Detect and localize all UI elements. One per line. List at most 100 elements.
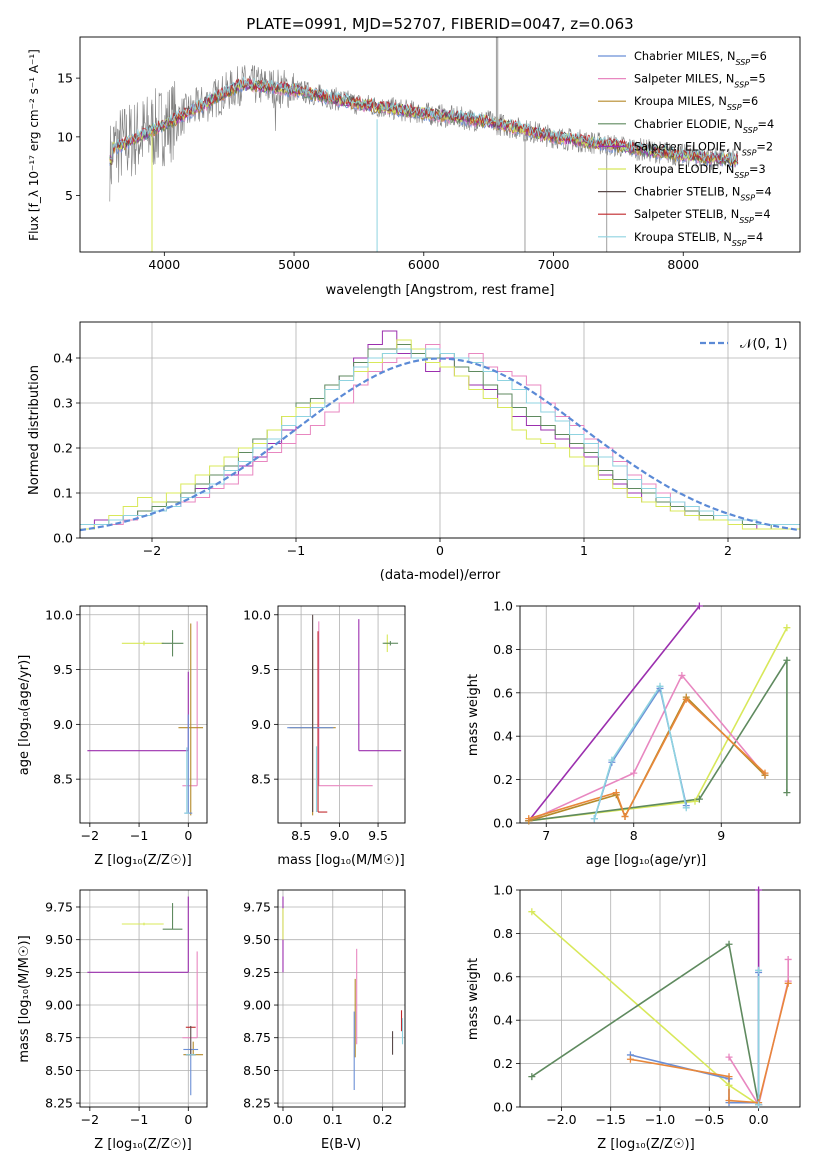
weight-line-0 [528,606,701,822]
weight-vs-age-axes: 7 8 9 0.0 0.2 0.4 0.6 0.8 1.0 [493,599,801,843]
residuals-panel: (data-model)/error Normed distribution −… [27,321,801,583]
legend-label: Salpeter MILES, NSSP=5 [634,73,766,90]
plot-area [287,614,402,816]
weight-line-4 [630,972,760,1104]
legend-value: =4 [755,186,772,199]
y-tick-label: 9.50 [45,932,73,947]
weight-marker-5 [725,1073,733,1081]
legend-label: Salpeter STELIB, NSSP=4 [634,208,771,225]
y-tick-label: 8.25 [45,1096,73,1111]
legend-value: =5 [749,73,766,86]
y-tick-label: 0.4 [493,1013,513,1028]
weight-marker-2 [755,886,763,894]
weight-line-4 [528,695,766,822]
age-vs-Z-xlabel: Z [log₁₀(Z/Z☉)] [94,853,191,868]
legend-subscript: SSP [727,103,742,112]
y-tick-label: 8.5 [53,772,73,787]
y-tick-label: 8.5 [251,772,271,787]
axes-frame [79,889,208,1108]
y-tick-label: 9.00 [243,998,271,1013]
weight-vs-Z-axes: −2.0 −1.5 −1.0 −0.5 0.0 0.0 0.2 0.4 0.6 0.8 1.0 [493,883,801,1127]
age-vs-Z-panel: Z [log₁₀(Z/Z☉)] age [log₁₀(age/yr)] −2 −1… [17,605,208,868]
x-tick-label: −1 [287,543,305,558]
spectrum-panel: PLATE=0991, MJD=52707, FIBERID=0047, z=0… [27,15,801,298]
weight-marker-5 [626,1055,634,1063]
grid [278,890,405,1107]
x-tick-label: 0.0 [273,1112,293,1127]
age-vs-mass-xlabel: mass [log₁₀(M/M☉)] [277,853,404,868]
axes-frame [79,605,208,824]
x-tick-label: 4000 [148,257,180,272]
legend-subscript: SSP [735,58,750,67]
y-tick-label: 8.50 [45,1063,73,1078]
y-tick-label: 10.0 [45,607,73,622]
weight-vs-age-panel: age [log₁₀(age/yr)] mass weight 7 8 9 0.0 0.… [466,599,801,868]
x-tick-label: 8.5 [291,828,311,843]
y-tick-label: 0.4 [493,729,513,744]
weight-marker-1 [783,624,791,632]
y-tick-label: 9.0 [251,717,271,732]
x-tick-label: 1 [580,543,588,558]
y-tick-label: 9.5 [53,662,73,677]
x-tick-label: 9 [717,828,725,843]
age-vs-mass-panel: mass [log₁₀(M/M☉)] 8.5 9.0 9.5 8.5 9.0 9.5 10.… [243,605,406,868]
x-tick-label: −2.0 [546,1112,576,1127]
weight-marker-0 [725,1081,733,1089]
x-tick-label: −1.0 [645,1112,675,1127]
legend-label: Chabrier MILES, NSSP=6 [634,50,767,67]
y-tick-label: 0.6 [493,969,513,984]
plot-area [87,896,204,1096]
legend-value: =6 [750,50,767,63]
x-tick-label: 0 [184,1112,192,1127]
mass-vs-Z-xlabel: Z [log₁₀(Z/Z☉)] [94,1137,191,1152]
x-tick-label: 0.0 [749,1112,769,1127]
spectrum-ylabel: Flux [f_λ 10⁻¹⁷ erg cm⁻² s⁻¹ A⁻¹] [27,49,41,241]
weight-marker-5 [621,812,629,820]
weight-vs-Z-xlabel: Z [log₁₀(Z/Z☉)] [597,1137,694,1152]
weight-marker-3 [678,671,686,679]
axes-frame [519,605,801,824]
weight-marker-1 [725,940,733,948]
x-tick-label: −2 [81,1112,99,1127]
axes-frame [277,605,406,824]
x-tick-label: 7000 [538,257,570,272]
mass-vs-EBV-xlabel: E(B-V) [321,1137,361,1152]
weight-marker-6 [755,966,763,974]
y-tick-label: 0.2 [53,441,73,456]
legend-value: =2 [756,140,773,153]
y-tick-label: 0.3 [53,396,73,411]
x-tick-label: −1 [130,828,148,843]
y-tick-label: 8.25 [243,1096,271,1111]
y-tick-label: 10 [57,129,73,144]
legend-subscript: SSP [734,80,749,89]
legend-subscript: SSP [740,193,755,202]
model-spectrum-8 [109,76,738,164]
weight-marker-5 [612,789,620,797]
weight-line-7 [593,684,688,819]
grid [278,606,405,823]
x-tick-label: −2 [81,828,99,843]
weight-line-2 [528,657,788,822]
axes-frame [277,889,406,1108]
y-tick-label: 8.50 [243,1063,271,1078]
plot-area [87,621,204,816]
y-tick-label: 5 [65,188,73,203]
weight-marker-7 [608,756,616,764]
plot-area [80,330,800,532]
age-vs-Z-ylabel: age [log₁₀(age/yr)] [17,655,32,776]
y-tick-label: 0.8 [493,926,513,941]
legend-label: Salpeter ELODIE, NSSP=2 [634,140,773,157]
x-tick-label: 8000 [667,257,699,272]
legend-label: Chabrier ELODIE, NSSP=4 [634,118,774,135]
y-tick-label: 9.50 [243,932,271,947]
y-tick-label: 0.4 [53,351,73,366]
legend-value: =6 [742,95,759,108]
y-tick-label: 9.00 [45,998,73,1013]
x-tick-label: 6000 [408,257,440,272]
weight-line-6 [593,686,688,819]
histogram-series-1 [80,344,800,530]
legend-subscript: SSP [739,216,754,225]
weight-marker-7 [590,815,598,823]
plot-area [109,37,739,252]
